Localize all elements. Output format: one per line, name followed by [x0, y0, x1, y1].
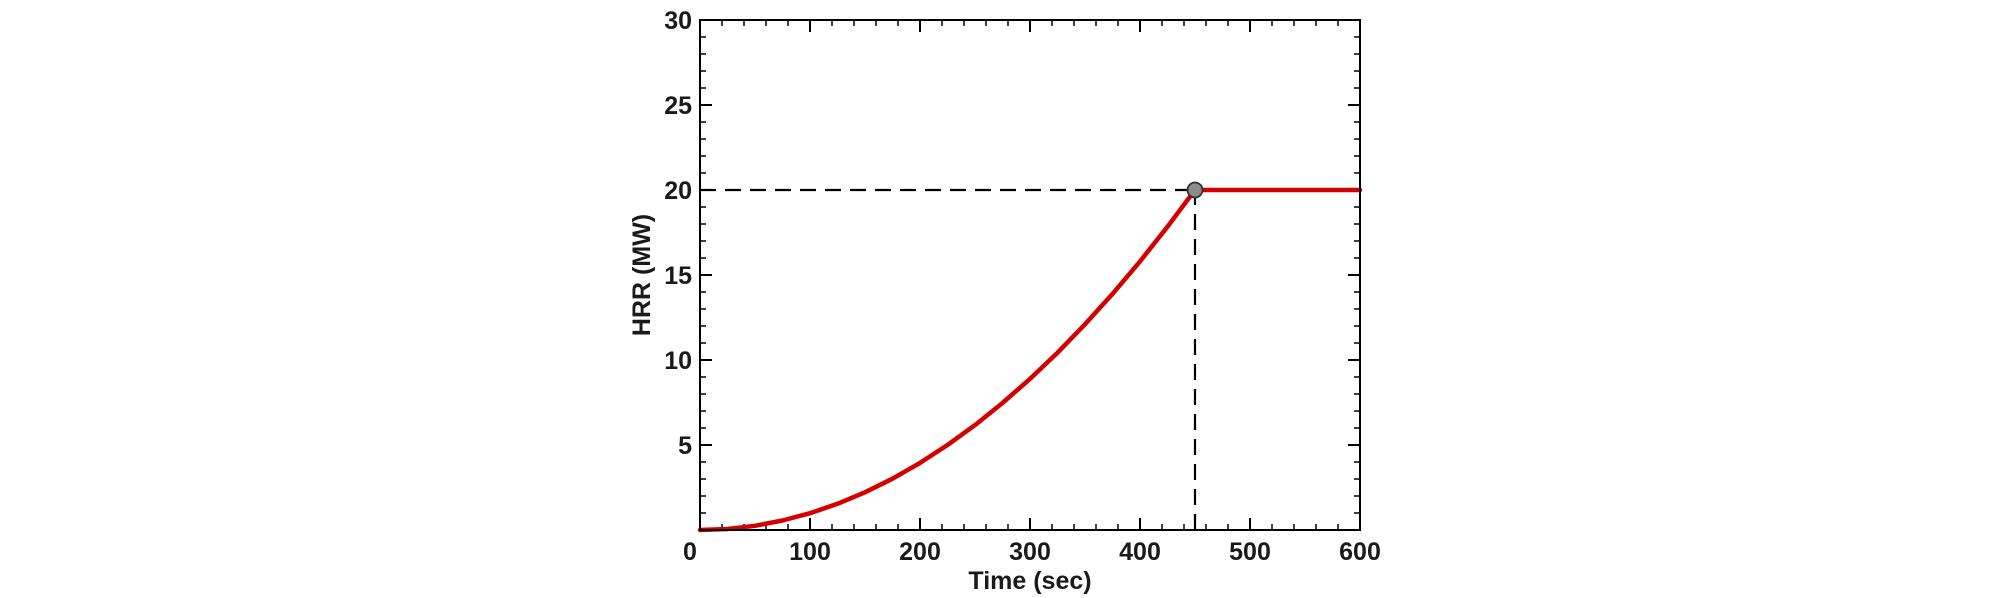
hrr-series-line	[697, 187, 1363, 533]
x-tick-label: 200	[899, 538, 941, 566]
series-layer	[697, 187, 1363, 533]
x-tick-label: 600	[1339, 538, 1381, 566]
x-tick-label: 100	[789, 538, 831, 566]
major-ticks	[699, 19, 1361, 530]
x-tick-label: 500	[1229, 538, 1271, 566]
x-tick-label: 0	[683, 538, 697, 566]
y-tick-label: 15	[664, 262, 692, 290]
minor-ticks	[699, 19, 1361, 531]
plot-frame	[699, 19, 1361, 531]
y-tick-label: 5	[678, 432, 692, 460]
y-tick-label: 25	[664, 92, 692, 120]
x-tick-label: 300	[1009, 538, 1051, 566]
y-axis-title: HRR (MW)	[628, 214, 656, 336]
peak-marker	[1186, 181, 1204, 199]
marker-layer	[1186, 181, 1204, 199]
y-tick-label: 20	[664, 177, 692, 205]
reference-lines	[700, 188, 1197, 530]
y-tick-label: 30	[664, 7, 692, 35]
x-axis-title: Time (sec)	[968, 567, 1091, 595]
x-tick-labels: 0 100 200 300 400 500 600	[683, 538, 1381, 566]
x-tick-label: 400	[1119, 538, 1161, 566]
y-tick-labels: 5 10 15 20 25 30	[664, 7, 692, 460]
y-tick-label: 10	[664, 347, 692, 375]
